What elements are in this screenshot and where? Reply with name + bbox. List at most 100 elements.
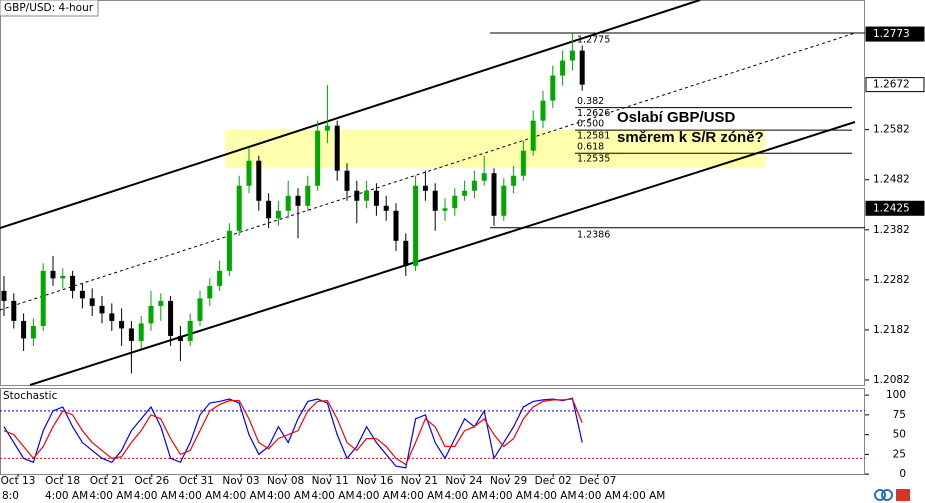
sr-zone xyxy=(225,130,765,168)
candle-body xyxy=(481,173,487,181)
y-tick-label: 1.2482 xyxy=(873,174,910,186)
x-tick-label: Nov 11 xyxy=(312,475,349,487)
y-tick-label: 100 xyxy=(886,389,906,401)
time-label: 4:00 AM xyxy=(89,490,132,502)
candle-body xyxy=(109,313,115,321)
price-marker-box xyxy=(865,200,925,216)
x-tick-label: Nov 08 xyxy=(267,475,304,487)
candle-body xyxy=(11,300,17,321)
price-marker-label: 1.2672 xyxy=(873,79,910,91)
candle-body xyxy=(275,210,281,219)
x-tick-label: Nov 16 xyxy=(356,475,394,487)
fib-price: 1.2386 xyxy=(577,229,610,240)
status-icons xyxy=(874,489,910,501)
candle-body xyxy=(540,100,546,121)
candle-body xyxy=(207,285,213,299)
candle-body xyxy=(197,298,203,321)
x-tick-label: Nov 03 xyxy=(222,475,259,487)
chart-title: GBP/USD: 4-hour xyxy=(4,2,94,14)
x-tick-label: Dec 02 xyxy=(535,475,572,487)
title-box xyxy=(0,0,99,17)
candle-body xyxy=(530,120,536,151)
y-tick-label: 1.2382 xyxy=(873,224,910,236)
icon xyxy=(881,489,893,501)
x-tick-label: Oct 26 xyxy=(134,475,169,487)
candle-body xyxy=(285,195,291,211)
candle-body xyxy=(305,185,311,206)
candle-body xyxy=(246,160,252,186)
candle-body xyxy=(383,205,389,211)
candle-body xyxy=(442,208,448,211)
y-tick-label: 1.2282 xyxy=(873,274,910,286)
annotation: směrem k S/R zóně? xyxy=(617,129,764,146)
candle-body xyxy=(393,210,399,241)
time-label: 4:00 AM xyxy=(134,490,177,502)
fib-price: 1.2581 xyxy=(577,131,610,142)
candle-body xyxy=(79,290,85,299)
y-tick-label: 50 xyxy=(893,429,906,441)
main-panel xyxy=(0,0,865,386)
candle-body xyxy=(501,185,507,216)
time-label: 4:00 AM xyxy=(445,490,488,502)
candle-body xyxy=(168,300,174,336)
x-tick-label: Dec 07 xyxy=(579,475,616,487)
channel-lower xyxy=(29,121,856,386)
time-label: 4:00 AM xyxy=(489,490,532,502)
time-label: 4:00 AM xyxy=(533,490,576,502)
time-label: 4:00 AM xyxy=(178,490,221,502)
icon xyxy=(896,489,910,501)
x-tick-label: Nov 21 xyxy=(401,475,438,487)
time-label: 4:00 AM xyxy=(578,490,621,502)
fib-price: 1.2626 xyxy=(577,108,610,119)
time-label: 4:00 AM xyxy=(223,490,266,502)
candle-body xyxy=(1,290,7,301)
candle-body xyxy=(432,190,438,211)
candle-body xyxy=(226,230,232,271)
stochastic-line xyxy=(3,398,583,466)
candle-body xyxy=(403,240,409,266)
candle-body xyxy=(520,150,526,176)
price-marker-label: 1.2773 xyxy=(873,28,910,40)
candle-body xyxy=(50,270,56,279)
x-tick-label: Nov 24 xyxy=(445,475,483,487)
candle-body xyxy=(364,190,370,201)
candle-body xyxy=(511,175,517,186)
time-label: 4:00 AM xyxy=(45,490,88,502)
y-tick-label: 1.2582 xyxy=(873,124,910,136)
x-tick-label: Oct 31 xyxy=(179,475,214,487)
candle-body xyxy=(30,325,36,339)
candle-body xyxy=(21,320,27,339)
annotation: Oslabí GBP/USD xyxy=(617,109,736,126)
time-label: 4:00 AM xyxy=(267,490,310,502)
candle-body xyxy=(550,75,556,101)
x-tick-label: Oct 21 xyxy=(90,475,125,487)
candle-body xyxy=(373,190,379,206)
y-tick-label: 25 xyxy=(893,448,906,460)
time-label: 4:00 AM xyxy=(356,490,399,502)
candle-body xyxy=(579,50,585,85)
candle-body xyxy=(148,305,154,324)
candle-body xyxy=(334,125,340,171)
time-label: 4:00 AM xyxy=(311,490,354,502)
stochastic-panel xyxy=(0,388,865,475)
time-label: 4:00 AM xyxy=(400,490,443,502)
y-tick-label: 0 xyxy=(899,468,906,480)
x-tick-label: Nov 29 xyxy=(490,475,527,487)
y-tick-label: 75 xyxy=(893,409,906,421)
candle-body xyxy=(413,185,419,266)
candle-body xyxy=(128,328,134,341)
y-tick-label: 1.2182 xyxy=(873,324,910,336)
price-marker-box xyxy=(865,77,925,93)
candle-body xyxy=(40,270,46,326)
candle-body xyxy=(560,60,566,76)
candle-body xyxy=(452,195,458,209)
stochastic-line xyxy=(3,397,583,469)
candle-body xyxy=(295,195,301,206)
candle-body xyxy=(70,275,76,291)
candle-body xyxy=(89,298,95,306)
price-marker-label: 1.2425 xyxy=(873,202,910,214)
candle-body xyxy=(119,320,125,329)
candle-body xyxy=(158,300,164,306)
candle-body xyxy=(315,130,321,186)
candle-body xyxy=(266,200,272,219)
